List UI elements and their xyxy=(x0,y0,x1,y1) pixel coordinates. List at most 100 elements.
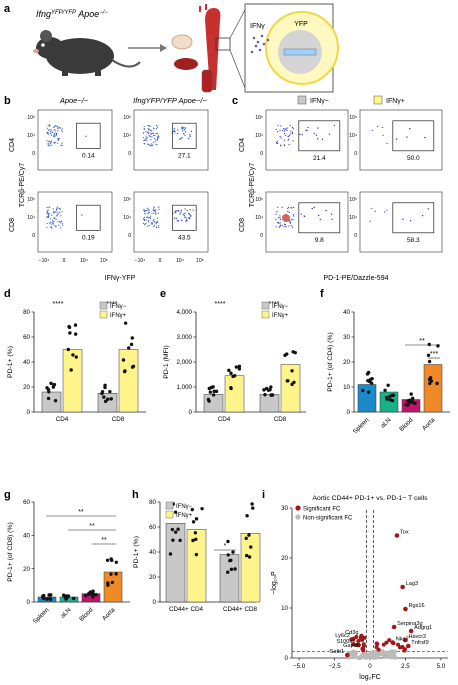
flow-y-tick-label: 10⁴ xyxy=(27,215,35,221)
data-point xyxy=(389,649,394,654)
flow-event-dot xyxy=(277,206,279,208)
flow-event-dot xyxy=(371,207,373,209)
bar xyxy=(379,391,399,413)
flow-event-dot xyxy=(153,224,156,226)
flow-y-tick-label: 0 xyxy=(354,233,357,239)
flow-event-dot xyxy=(158,208,160,211)
flow-y-tick-label: 10⁵ xyxy=(27,197,35,203)
flow-event-dot xyxy=(286,127,288,129)
legend-swatch xyxy=(295,514,301,520)
labeled-gene-point xyxy=(405,643,411,649)
flow-event-dot xyxy=(143,139,145,142)
flow-event-dot xyxy=(50,142,52,145)
flow-event-dot xyxy=(54,136,56,138)
c-legend-pos: IFNγ+ xyxy=(386,98,405,105)
data-point xyxy=(237,367,242,371)
legend-label: Significant FC xyxy=(303,507,341,513)
flow-y-tick-label: 0 xyxy=(354,151,357,157)
flow-event-dot xyxy=(59,208,62,210)
flow-event-dot xyxy=(147,208,150,210)
flow-event-dot xyxy=(275,141,278,144)
b-x-axis-label: IFNγ-YFP xyxy=(105,275,136,282)
data-point xyxy=(383,654,388,659)
legend-label: IFNγ− xyxy=(176,504,193,510)
y-tick-label: 4,000 xyxy=(177,309,193,316)
data-point xyxy=(247,555,252,559)
flow-event-dot xyxy=(181,126,183,128)
flow-event-dot xyxy=(287,135,289,138)
flow-event-dot xyxy=(155,222,158,224)
flow-event-dot xyxy=(47,124,49,127)
labeled-gene-point xyxy=(394,533,400,538)
data-point xyxy=(84,593,88,598)
data-point xyxy=(48,597,53,601)
flow-event-dot xyxy=(148,211,150,213)
flow-event-dot xyxy=(147,143,149,145)
flow-event-dot xyxy=(374,210,376,212)
flow-event-dot xyxy=(328,133,331,136)
flow-event-dot xyxy=(50,134,53,136)
flow-gate-value: 43.5 xyxy=(178,234,191,241)
panel-g: g 0 20 40 60 PD-1+ (of CD8) (%) Spleen aLN Bloo… xyxy=(4,489,130,625)
data-point xyxy=(91,592,95,597)
labeled-gene-point xyxy=(390,640,395,645)
data-point xyxy=(226,553,230,557)
y-axis-title: −log₁₀P xyxy=(271,571,278,595)
flow-event-dot xyxy=(293,215,295,217)
flow-event-dot xyxy=(291,131,293,133)
chart-g: 0 20 40 60 PD-1+ (of CD8) (%) Spleen aLN Blood A… xyxy=(7,499,130,625)
flow-event-dot xyxy=(291,126,293,129)
flow-event-dot xyxy=(61,220,63,223)
flow-event-dot xyxy=(427,208,430,210)
flow-event-dot xyxy=(288,138,290,140)
flow-event-dot xyxy=(145,222,147,225)
flow-event-dot xyxy=(299,133,301,136)
data-point xyxy=(226,539,230,544)
x-tick-label: Blood xyxy=(78,606,95,623)
data-point xyxy=(249,545,253,549)
flow-gate xyxy=(76,122,101,149)
flow-event-dot xyxy=(157,217,159,219)
flow-event-dot xyxy=(173,130,176,132)
flow-event-dot xyxy=(142,132,145,134)
labeled-gene-point xyxy=(350,636,356,642)
data-point xyxy=(428,381,432,386)
flow-event-dot xyxy=(157,135,160,137)
flow-event-dot xyxy=(47,142,49,145)
organs-illustration xyxy=(171,4,221,93)
bar xyxy=(259,394,280,413)
data-point xyxy=(404,403,408,407)
flow-event-dot xyxy=(48,213,50,215)
panel-letter-e: e xyxy=(160,288,166,300)
significance-marker: **** xyxy=(215,301,226,308)
x-tick-label: 2.5 xyxy=(401,663,410,670)
flow-event-dot xyxy=(147,127,149,129)
flow-event-dot xyxy=(150,129,152,131)
y-tick-label: 80 xyxy=(149,499,156,506)
flow-event-dot xyxy=(156,220,158,222)
flow-event-dot xyxy=(154,209,156,211)
data-point xyxy=(351,642,356,647)
bar xyxy=(280,364,301,413)
data-point xyxy=(173,510,178,514)
flow-event-dot xyxy=(151,222,153,224)
flow-event-dot xyxy=(157,221,159,223)
y-tick-label: 40 xyxy=(343,309,350,316)
data-point xyxy=(228,558,232,563)
flow-event-dot xyxy=(53,142,55,144)
flow-event-dot xyxy=(46,212,48,215)
flow-gate-value: 27.1 xyxy=(178,152,191,159)
y-tick-label: 20 xyxy=(281,555,288,562)
flow-event-dot xyxy=(179,138,181,140)
flow-x-tick-label: 10⁴ xyxy=(80,258,88,264)
data-point xyxy=(178,538,182,543)
flow-event-dot xyxy=(303,215,306,217)
flow-event-dot xyxy=(409,128,411,130)
flow-event-dot xyxy=(144,209,146,212)
data-point xyxy=(263,393,267,397)
data-point xyxy=(397,645,402,650)
flow-event-dot xyxy=(386,142,388,145)
legend-swatch xyxy=(99,301,108,310)
flow-event-dot xyxy=(47,215,49,217)
